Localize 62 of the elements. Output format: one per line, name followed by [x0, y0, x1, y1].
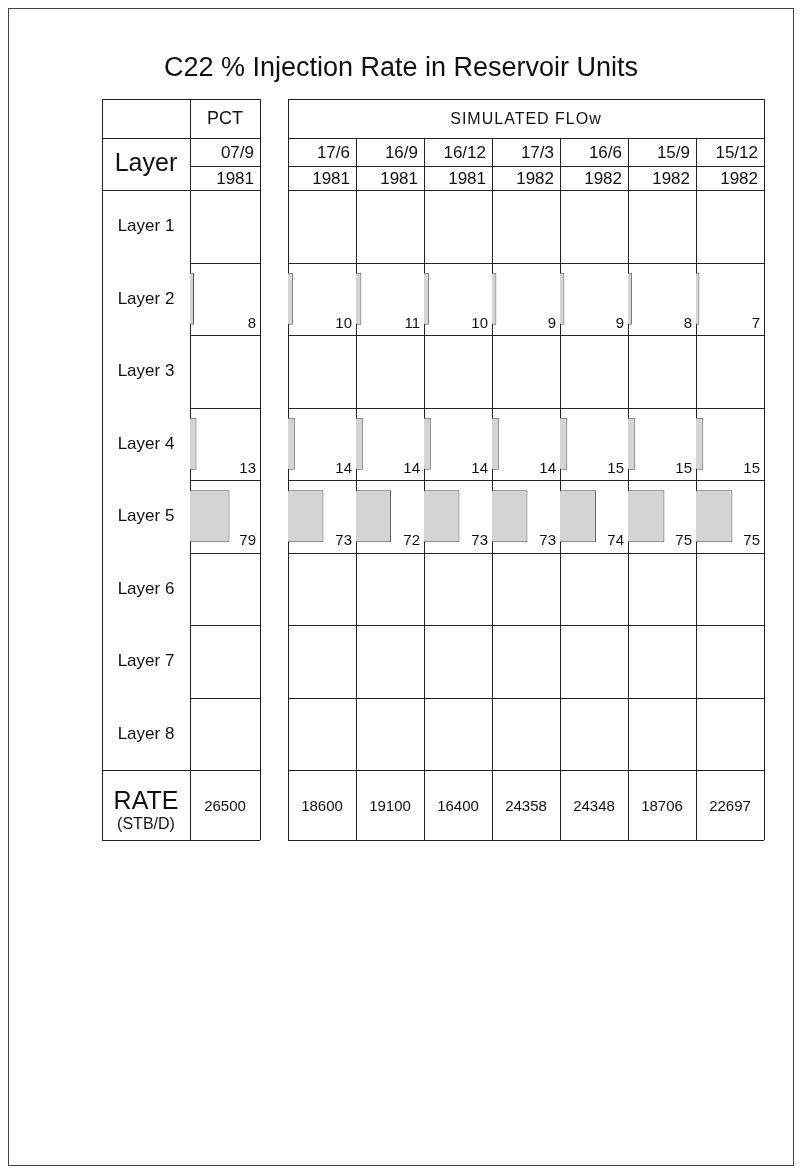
y-tick-label: Layer 5: [116, 506, 176, 527]
text: 18600: [300, 797, 344, 814]
data-label: 10: [471, 313, 488, 331]
data-label: 9: [615, 313, 624, 331]
y-tick-label: Layer 3: [116, 361, 176, 382]
data-label: 9: [547, 313, 556, 331]
y-tick-label: Layer 4: [116, 433, 176, 454]
text: SIMULATED FLOw: [449, 110, 603, 128]
y-tick-label: Layer 6: [116, 578, 176, 599]
chart-subtitle: 1981: [215, 169, 254, 189]
data-label: 7: [751, 313, 760, 331]
chart-subtitle: 1982: [515, 169, 554, 189]
data-label: 73: [335, 531, 352, 549]
data-label: 73: [539, 531, 556, 549]
chart-title: 15/12: [714, 143, 758, 163]
data-label: 14: [335, 458, 352, 476]
data-label: 8: [683, 313, 692, 331]
chart-title: 15/9: [655, 143, 690, 163]
text: 24348: [572, 797, 616, 814]
chart-title: 16/12: [442, 143, 486, 163]
chart-title: 16/9: [383, 143, 418, 163]
chart-subtitle: 1981: [447, 169, 486, 189]
data-label: 72: [403, 531, 420, 549]
text: Layer: [113, 148, 179, 177]
y-tick-label: Layer 1: [116, 216, 176, 237]
data-label: 15: [743, 458, 760, 476]
text: 22697: [708, 797, 752, 814]
chart-subtitle: 1982: [719, 169, 758, 189]
text: 18706: [640, 797, 684, 814]
text: PCT: [206, 108, 244, 129]
text: C22 % Injection Rate in Reservoir Units: [162, 52, 640, 83]
data-label: 15: [607, 458, 624, 476]
text: (STB/D): [116, 815, 176, 833]
data-label: 8: [247, 313, 256, 331]
chart-title: 17/3: [519, 143, 554, 163]
text: 19100: [368, 797, 412, 814]
data-label: 14: [403, 458, 420, 476]
chart-subtitle: 1981: [379, 169, 418, 189]
data-label: 14: [471, 458, 488, 476]
data-label: 79: [239, 531, 256, 549]
y-tick-label: Layer 2: [116, 288, 176, 309]
text: RATE: [112, 786, 180, 815]
data-label: 11: [404, 313, 420, 331]
data-label: 75: [743, 531, 760, 549]
y-tick-label: Layer 7: [116, 651, 176, 672]
data-label: 14: [539, 458, 556, 476]
y-tick-label: Layer 8: [116, 723, 176, 744]
text: 26500: [203, 797, 247, 814]
text: 16400: [436, 797, 480, 814]
chart-title: 07/9: [219, 143, 254, 163]
data-label: 10: [335, 313, 352, 331]
data-label: 73: [471, 531, 488, 549]
data-label: 13: [239, 458, 256, 476]
data-label: 75: [675, 531, 692, 549]
text: 24358: [504, 797, 548, 814]
data-label: 74: [607, 531, 624, 549]
chart-subtitle: 1982: [583, 169, 622, 189]
chart-title: 17/6: [315, 143, 350, 163]
data-label: 15: [675, 458, 692, 476]
chart-subtitle: 1982: [651, 169, 690, 189]
chart-title: 16/6: [587, 143, 622, 163]
chart-subtitle: 1981: [311, 169, 350, 189]
